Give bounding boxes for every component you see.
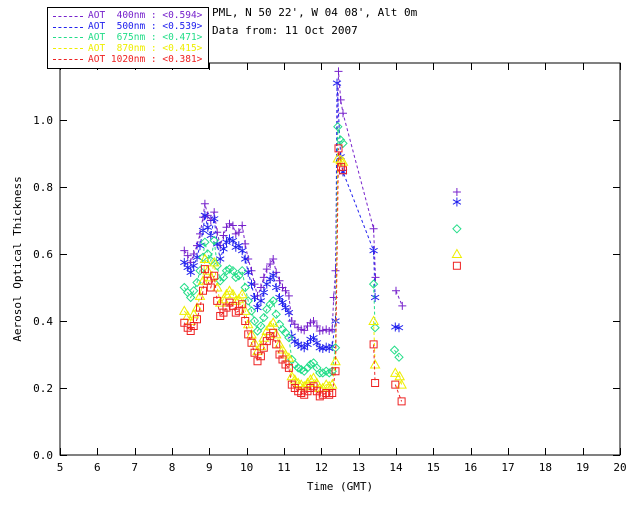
legend-dashed-line-sample (53, 15, 83, 17)
series-line-675nm (373, 284, 376, 328)
x-tick-label: 15 (427, 461, 440, 474)
legend-dashed-line-sample (53, 48, 83, 50)
series-1020nm (180, 144, 461, 406)
triangle-markers-870nm (389, 367, 407, 389)
x-tick-label: 14 (389, 461, 403, 474)
legend-label: AOT 500nm : <0.539> (88, 21, 203, 33)
triangle-markers-870nm (451, 248, 463, 258)
square-markers-1020nm (369, 340, 380, 387)
x-tick-label: 17 (501, 461, 514, 474)
legend-dashed-line-sample (53, 26, 83, 28)
legend-entry-870nm: AOT 870nm : <0.415> (53, 43, 202, 54)
y-tick-label: 1.0 (33, 114, 53, 127)
asterisk-markers-500nm (452, 197, 462, 207)
series-line-1020nm (394, 384, 403, 402)
series-675nm (179, 121, 462, 378)
series-line-1020nm (373, 344, 376, 384)
y-tick-label: 0.8 (33, 181, 53, 194)
legend-dashed-line-sample (53, 37, 83, 39)
x-tick-label: 7 (131, 461, 138, 474)
series-400nm (180, 67, 461, 335)
legend-label: AOT 400nm : <0.594> (88, 10, 203, 22)
legend-entry-1020nm: AOT 1020nm : <0.381> (53, 54, 202, 65)
x-tick-label: 6 (94, 461, 101, 474)
x-tick-label: 8 (169, 461, 176, 474)
legend-entry-675nm: AOT 675nm : <0.471> (53, 31, 203, 44)
x-tick-label: 16 (464, 461, 477, 474)
plot-frame (59, 62, 621, 456)
plus-markers-400nm (452, 188, 461, 196)
x-tick-label: 10 (240, 461, 253, 474)
diamond-markers-675nm (368, 279, 380, 333)
legend: AOT 400nm : <0.594> AOT 500nm : <0.539> … (47, 7, 210, 69)
series-line-675nm (394, 349, 400, 358)
series-line-400nm (395, 290, 403, 307)
x-tick-label: 12 (315, 461, 328, 474)
square-markers-1020nm (452, 261, 461, 270)
data-date: Data from: 11 Oct 2007 (212, 24, 358, 37)
y-axis-title: Aerosol Optical Thickness (11, 176, 24, 342)
series-line-870nm (183, 157, 344, 389)
asterisk-markers-500nm (180, 78, 380, 353)
legend-entry-400nm: AOT 400nm : <0.594> (53, 11, 202, 22)
y-tick-label: 0.0 (33, 449, 53, 462)
x-tick-label: 5 (57, 461, 64, 474)
diamond-markers-675nm (452, 224, 462, 234)
series-500nm (180, 78, 462, 353)
x-tick-label: 9 (206, 461, 213, 474)
series-line-870nm (373, 320, 376, 365)
triangle-markers-870nm (368, 315, 381, 369)
x-axis-title: Time (GMT) (307, 480, 373, 493)
station-info: PML, N 50 22', W 04 08', Alt 0m (212, 6, 418, 19)
x-tick-label: 13 (352, 461, 365, 474)
legend-label: AOT 870nm : <0.415> (88, 42, 203, 54)
series-line-500nm (183, 83, 376, 350)
square-markers-1020nm (180, 144, 347, 401)
y-tick-label: 0.2 (33, 382, 53, 395)
legend-label: AOT 1020nm : <0.381> (88, 53, 203, 65)
y-tick-label: 0.6 (33, 248, 53, 261)
y-tick-label: 0.4 (33, 315, 53, 328)
legend-entry-500nm: AOT 500nm : <0.539> (53, 22, 202, 33)
x-tick-label: 11 (277, 461, 290, 474)
series-line-400nm (183, 71, 376, 332)
legend-label: AOT 675nm : <0.471> (88, 31, 203, 43)
legend-dashed-line-sample (53, 59, 83, 61)
plus-markers-400nm (392, 286, 407, 310)
x-tick-label: 18 (539, 461, 552, 474)
x-tick-label: 20 (613, 461, 626, 474)
x-tick-label: 19 (576, 461, 589, 474)
series-870nm (178, 152, 463, 392)
asterisk-markers-500nm (391, 322, 404, 333)
diamond-markers-675nm (389, 345, 404, 362)
plot-header: PML, N 50 22', W 04 08', Alt 0m Data fro… (212, 7, 417, 43)
square-markers-1020nm (391, 380, 406, 406)
diamond-markers-675nm (179, 121, 348, 378)
